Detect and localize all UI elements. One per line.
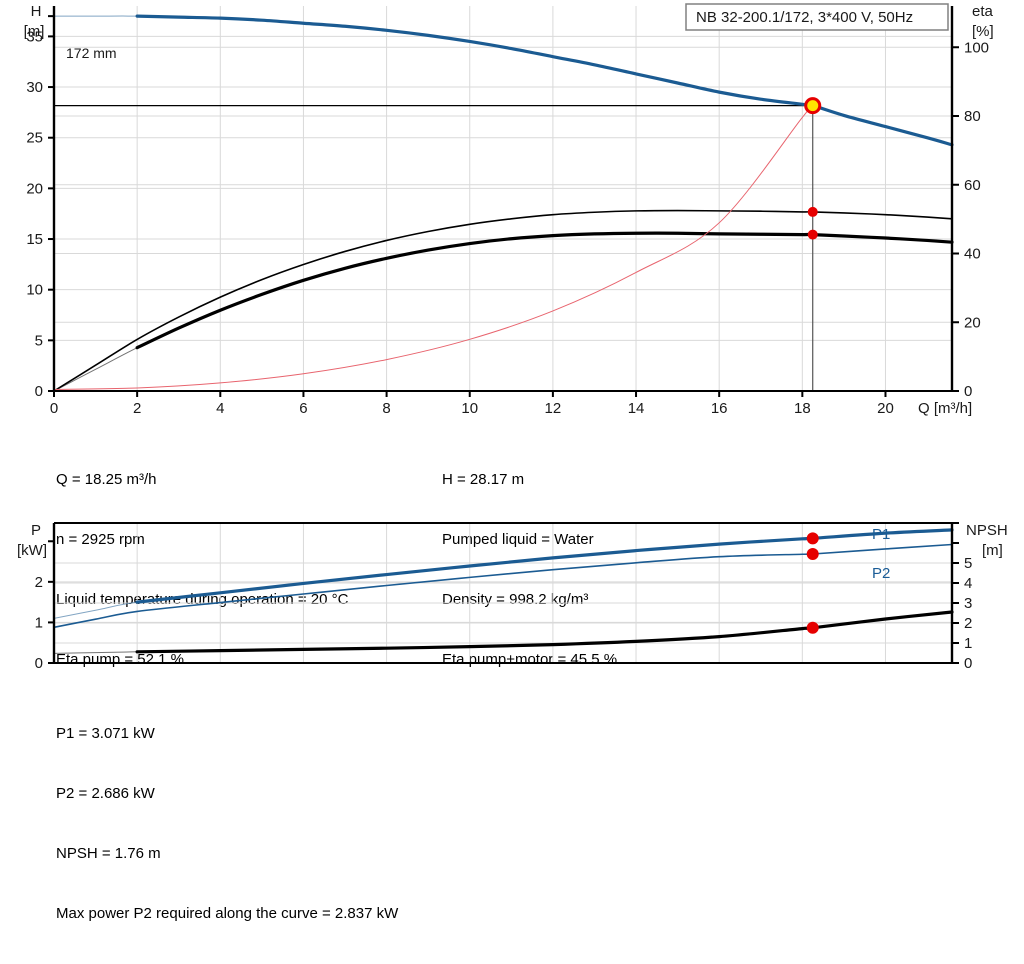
model-title-text: NB 32-200.1/172, 3*400 V, 50Hz	[696, 9, 913, 26]
power-npsh-chart: 0 1 2 0 1 2 3 4 5 P [kW] NPSH [m] P1 P2	[17, 522, 1008, 672]
series-line	[135, 231, 954, 350]
y-tick-label: 0	[35, 383, 43, 400]
x-tick-label: 2	[133, 400, 141, 417]
y-tick-label: 15	[26, 231, 43, 248]
y-tick-label: 0	[35, 655, 43, 672]
y-tick-label: 20	[26, 180, 43, 197]
pump-curve-page: 0 5 10 15 20 25 30 35 0 2 4 6 8 10 12 14 16 18 20 0 20 40 60 80…	[17, 3, 1008, 922]
y2-tick-label: 0	[964, 383, 972, 400]
y2-tick-label: 1	[964, 635, 972, 652]
impeller-size-label: 172 mm	[66, 45, 117, 61]
x-tick-label: 16	[711, 400, 728, 417]
x-tick-label: 8	[382, 400, 390, 417]
grid	[54, 6, 952, 391]
grid	[54, 523, 952, 663]
x-tick-label: 4	[216, 400, 224, 417]
y-tick-label: 25	[26, 130, 43, 147]
y2-tick-label: 0	[964, 655, 972, 672]
power-info-line: Max power P2 required along the curve = …	[56, 905, 399, 922]
duty-info-line: Q = 18.25 m³/h	[56, 471, 157, 488]
y2-axis-unit: [%]	[972, 23, 994, 40]
x-tick-label: 10	[461, 400, 478, 417]
model-title-box	[685, 3, 949, 31]
y2-tick-label: 4	[964, 575, 972, 592]
x-tick-label: 0	[50, 400, 58, 417]
y2-tick-label: 40	[964, 246, 981, 263]
duty-info-line: Pumped liquid = Water	[442, 531, 594, 548]
y-tick-label: 30	[26, 79, 43, 96]
series-line	[53, 209, 953, 392]
x-tick-label: 20	[877, 400, 894, 417]
series-line	[135, 528, 954, 604]
npsh-point[interactable]	[806, 621, 819, 634]
series-line	[135, 14, 954, 147]
eta-pump-motor-point[interactable]	[807, 229, 818, 240]
y2-axis-title: NPSH	[966, 522, 1008, 539]
x-tick-label: 14	[628, 400, 645, 417]
y-tick-label: 1	[35, 614, 43, 631]
y-tick-label: 10	[26, 282, 43, 299]
y2-axis-unit: [m]	[982, 542, 1003, 559]
duty-info-line: H = 28.17 m	[442, 471, 525, 488]
duty-info-line: Density = 998.2 kg/m³	[442, 591, 589, 608]
y2-tick-label: 80	[964, 108, 981, 125]
y2-tick-label: 20	[964, 314, 981, 331]
series-label-p1: P1	[872, 526, 890, 543]
series-line	[135, 610, 954, 654]
y2-tick-label: 5	[964, 555, 972, 572]
p2-point[interactable]	[806, 548, 819, 561]
power-info-line: P1 = 3.071 kW	[56, 725, 155, 742]
y2-tick-label: 2	[964, 615, 972, 632]
y-axis-unit: [kW]	[17, 542, 47, 559]
y-axis-unit: [m]	[24, 23, 45, 40]
y-tick-label: 2	[35, 574, 43, 591]
y-tick-label: 5	[35, 332, 43, 349]
x-tick-label: 18	[794, 400, 811, 417]
y-axis-title: H	[31, 3, 42, 20]
p1-point[interactable]	[806, 532, 819, 545]
series-line-faint	[54, 15, 953, 146]
y2-tick-label: 3	[964, 595, 972, 612]
x-tick-label: 6	[299, 400, 307, 417]
duty-info-line: Liquid temperature during operation = 20…	[56, 591, 349, 608]
y-axis-title: P	[31, 522, 41, 539]
duty-info-line: n = 2925 rpm	[56, 531, 145, 548]
y2-tick-label: 100	[964, 39, 989, 56]
x-tick-label: 12	[545, 400, 562, 417]
power-info-column: P1 = 3.071 kW P2 = 2.686 kW NPSH = 1.76 …	[56, 684, 398, 964]
eta-pump-point[interactable]	[807, 206, 818, 217]
x-axis-title: Q [m³/h]	[918, 400, 972, 417]
series-label-p2: P2	[872, 565, 890, 582]
y2-tick-label: 60	[964, 177, 981, 194]
power-info-line: P2 = 2.686 kW	[56, 785, 155, 802]
duty-point[interactable]	[804, 97, 822, 115]
y-tick-label: 35	[26, 28, 43, 45]
y2-axis-title: eta	[972, 3, 994, 20]
power-info-line: NPSH = 1.76 m	[56, 845, 161, 862]
head-efficiency-chart: 0 5 10 15 20 25 30 35 0 2 4 6 8 10 12 14 16 18 20 0 20 40 60 80…	[24, 3, 994, 417]
series-line	[53, 104, 814, 390]
